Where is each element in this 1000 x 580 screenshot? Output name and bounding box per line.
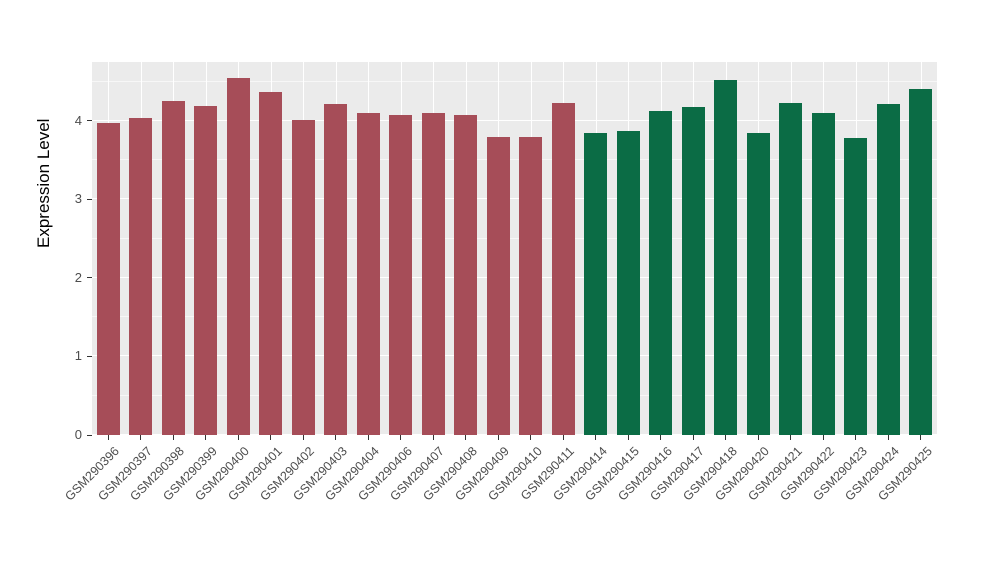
y-axis-tick (87, 120, 92, 122)
bar (551, 102, 575, 435)
bar (129, 117, 153, 435)
bar (616, 131, 640, 435)
gridline-minor (92, 159, 937, 161)
bar (779, 102, 803, 435)
gridline-major (92, 434, 937, 435)
x-axis-tick (172, 435, 174, 440)
bar (519, 136, 543, 435)
gridline-minor (92, 237, 937, 239)
bar (811, 113, 835, 435)
x-axis-tick (660, 435, 662, 440)
bar (96, 123, 120, 435)
x-axis-tick (562, 435, 564, 440)
x-axis-tick (627, 435, 629, 440)
bar (876, 104, 900, 435)
y-axis-tick (87, 198, 92, 200)
bar (844, 138, 868, 435)
x-axis-tick (107, 435, 109, 440)
y-tick-label: 0 (74, 427, 82, 442)
x-axis-tick (302, 435, 304, 440)
y-axis-title: Expression Level (34, 118, 53, 248)
x-axis-tick (790, 435, 792, 440)
bar (389, 114, 413, 435)
gridline-major (92, 119, 937, 121)
gridline-minor (92, 316, 937, 318)
x-axis-tick (270, 435, 272, 440)
bar (486, 136, 510, 435)
x-axis-tick (465, 435, 467, 440)
bar (421, 113, 445, 435)
x-axis-tick (887, 435, 889, 440)
y-tick-label: 1 (74, 348, 82, 364)
y-axis-tick (87, 434, 92, 436)
bar (194, 105, 218, 435)
y-tick-label: 4 (74, 112, 82, 128)
x-axis-tick (692, 435, 694, 440)
x-axis-tick (855, 435, 857, 440)
x-axis-tick (497, 435, 499, 440)
x-axis-tick (335, 435, 337, 440)
bar (454, 115, 478, 435)
bar (291, 120, 315, 435)
x-axis-tick (757, 435, 759, 440)
gridline-major (92, 198, 937, 200)
bar (161, 101, 185, 435)
plot-panel (92, 62, 937, 435)
bar (324, 103, 348, 435)
bar (909, 89, 933, 435)
y-tick-label: 2 (74, 269, 82, 285)
x-axis-tick (595, 435, 597, 440)
x-axis-tick (205, 435, 207, 440)
gridline-major (92, 355, 937, 357)
bar (714, 80, 738, 435)
bar (681, 106, 705, 435)
bar (356, 113, 380, 435)
x-axis-tick (920, 435, 922, 440)
y-axis-tick (87, 355, 92, 357)
gridline-minor (92, 80, 937, 82)
bar (259, 91, 283, 435)
y-axis-tick (87, 277, 92, 279)
x-axis-tick (432, 435, 434, 440)
x-axis-tick (367, 435, 369, 440)
bar (649, 110, 673, 435)
x-axis-tick (822, 435, 824, 440)
bar (746, 132, 770, 435)
x-axis-tick (400, 435, 402, 440)
y-tick-label: 3 (74, 191, 82, 207)
bar (226, 77, 250, 435)
x-axis-tick (725, 435, 727, 440)
x-axis-tick (530, 435, 532, 440)
gridline-major (92, 276, 937, 278)
x-axis-tick (140, 435, 142, 440)
bar (584, 132, 608, 435)
x-axis-tick (237, 435, 239, 440)
gridline-minor (92, 394, 937, 396)
